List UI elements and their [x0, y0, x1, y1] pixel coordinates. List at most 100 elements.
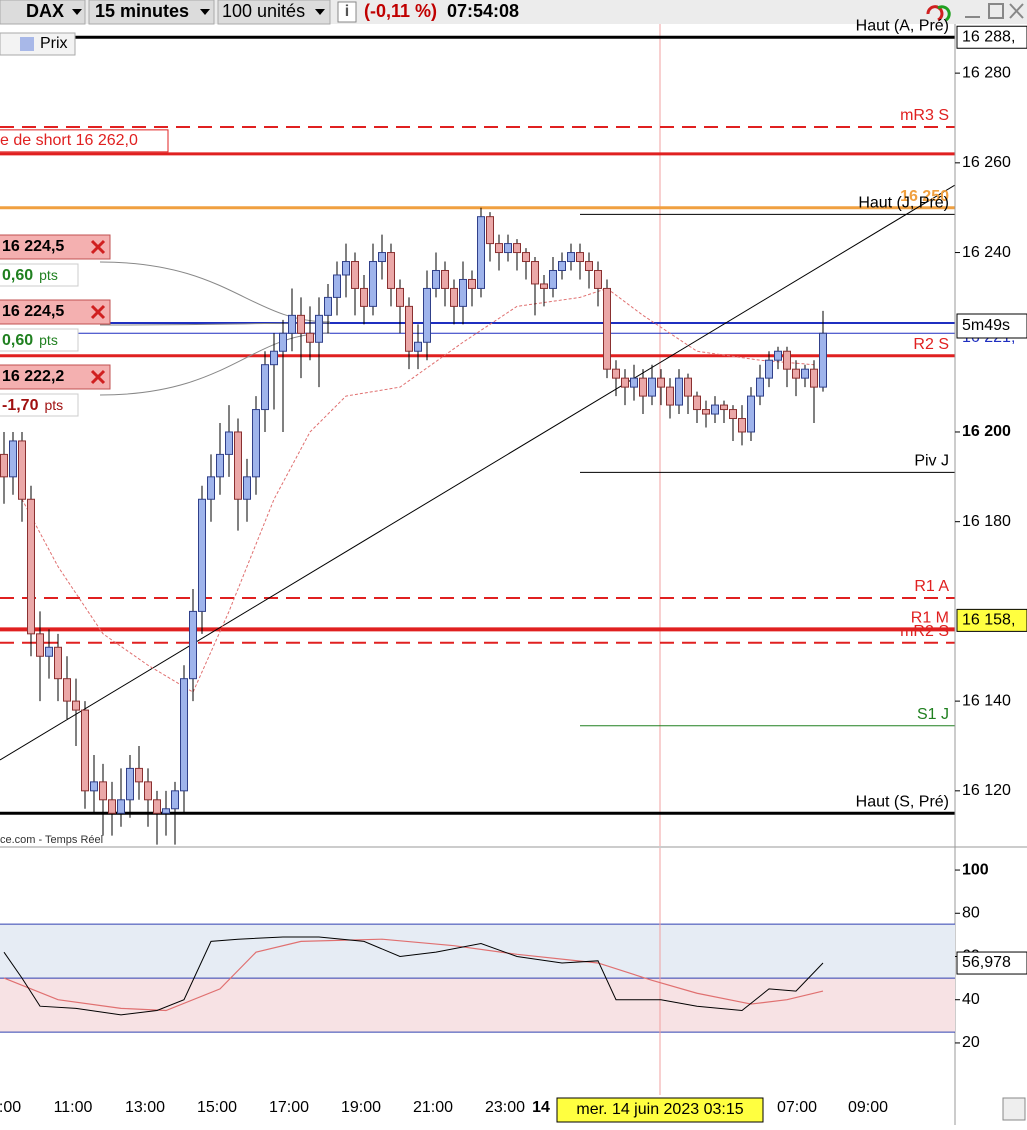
candle-body — [81, 709, 89, 792]
candle-body — [189, 610, 197, 680]
candle-body — [513, 243, 521, 254]
price-label-box — [956, 25, 1027, 49]
x-tick-label: 09:00 — [848, 1099, 888, 1116]
symbol-select[interactable] — [0, 0, 86, 25]
osc-last-label: 56,978 — [962, 954, 1011, 971]
maximize[interactable] — [988, 3, 1004, 19]
order-pnl: -1,70 pts — [2, 397, 63, 415]
candle-body — [720, 404, 728, 411]
candle-body — [378, 252, 386, 263]
order-price: 16 222,2 — [2, 368, 64, 385]
x-tick-label: 19:00 — [341, 1099, 381, 1116]
y-tick-label: 20 — [962, 1034, 980, 1051]
level-label: mR3 S — [900, 107, 949, 124]
moving-average — [21, 287, 815, 693]
order-price: 16 224,5 — [2, 303, 64, 320]
price-label-box — [956, 608, 1027, 632]
cancel-icon — [90, 369, 106, 385]
dropdown-arrow — [315, 9, 325, 15]
crosshair-label: mer. 14 juin 2023 03:15 — [576, 1101, 743, 1118]
candle-body — [756, 377, 764, 397]
candle-body — [117, 799, 125, 814]
osc-last-box — [956, 951, 1027, 975]
y-tick-label: 16 200 — [962, 423, 1011, 440]
y-tick-label: 16 280 — [962, 64, 1011, 81]
candle-body — [477, 216, 485, 289]
x-tick-label: 17:00 — [269, 1099, 309, 1116]
candle-body — [261, 364, 269, 411]
x-tick-label: :00 — [0, 1099, 21, 1116]
level-label: mR2 S — [900, 623, 949, 640]
legend: Prix — [40, 35, 68, 52]
interval: 15 minutes — [95, 1, 189, 21]
candle-body — [576, 252, 584, 263]
symbol: DAX — [26, 1, 64, 21]
candle-body — [27, 498, 35, 635]
signal — [3, 938, 824, 1012]
interval-select[interactable] — [88, 0, 215, 25]
candle-body — [738, 418, 746, 433]
candle-body — [162, 808, 170, 814]
candle-body — [387, 252, 395, 289]
dropdown-arrow — [72, 9, 82, 15]
candle-body — [243, 476, 251, 500]
pnl-unit: pts — [39, 267, 58, 283]
candle-body — [612, 368, 620, 379]
info-button[interactable] — [337, 1, 357, 23]
candle-body — [450, 287, 458, 307]
candle-body — [702, 409, 710, 415]
change: (-0,11 %) — [364, 1, 437, 21]
close[interactable] — [1009, 3, 1024, 19]
y-tick-label: 16 260 — [962, 154, 1011, 171]
quantity-select[interactable] — [217, 0, 331, 25]
candle-body — [306, 332, 314, 343]
candle-body — [351, 261, 359, 289]
refresh-icon-2 — [937, 5, 951, 22]
price-pane — [0, 24, 955, 846]
candle-body — [315, 314, 323, 343]
candle-body — [585, 261, 593, 271]
x-tick-label: 21:00 — [413, 1099, 453, 1116]
level-label: Haut (J, Pré) — [858, 195, 949, 212]
level-label: Haut (S, Pré) — [856, 793, 949, 810]
candle-body — [468, 278, 476, 289]
level-label: R1 A — [914, 578, 949, 595]
candle-body — [108, 799, 116, 814]
order-pnl-box — [0, 393, 79, 417]
candle-body — [423, 287, 431, 343]
candle-body — [198, 498, 206, 612]
candle-body — [405, 305, 413, 352]
candle-body — [414, 341, 422, 352]
candle-body — [297, 314, 305, 334]
candle-body — [540, 283, 548, 289]
y-tick-label: 80 — [962, 904, 980, 921]
level-label: R1 M — [911, 610, 949, 627]
candle-body — [432, 269, 440, 289]
candle-body — [486, 216, 494, 245]
candle-body — [765, 359, 773, 379]
level-label: R2 S — [913, 336, 949, 353]
candle-body — [792, 368, 800, 379]
candle-body — [252, 409, 260, 478]
order-price-box — [0, 299, 111, 325]
candle-body — [684, 377, 692, 397]
y-tick-label: 100 — [962, 861, 989, 878]
x-tick-label: 07:00 — [777, 1099, 817, 1116]
candle-body — [45, 646, 53, 657]
oversold-zone — [0, 978, 955, 1033]
y-tick-label: 40 — [962, 991, 980, 1008]
candle-body — [54, 646, 62, 680]
scroll-button[interactable] — [1002, 1097, 1026, 1121]
dropdown-arrow — [200, 9, 210, 15]
candle-body — [567, 252, 575, 263]
candle-body — [711, 404, 719, 415]
order-price: 16 224,5 — [2, 238, 64, 255]
candle-body — [216, 453, 224, 478]
candle-body — [810, 368, 818, 388]
candle-body — [648, 377, 656, 397]
candle-body — [801, 368, 809, 379]
level-label: Piv J — [914, 453, 949, 470]
candle-body — [531, 261, 539, 285]
rsi — [3, 936, 824, 1016]
cancel-icon — [90, 239, 106, 255]
